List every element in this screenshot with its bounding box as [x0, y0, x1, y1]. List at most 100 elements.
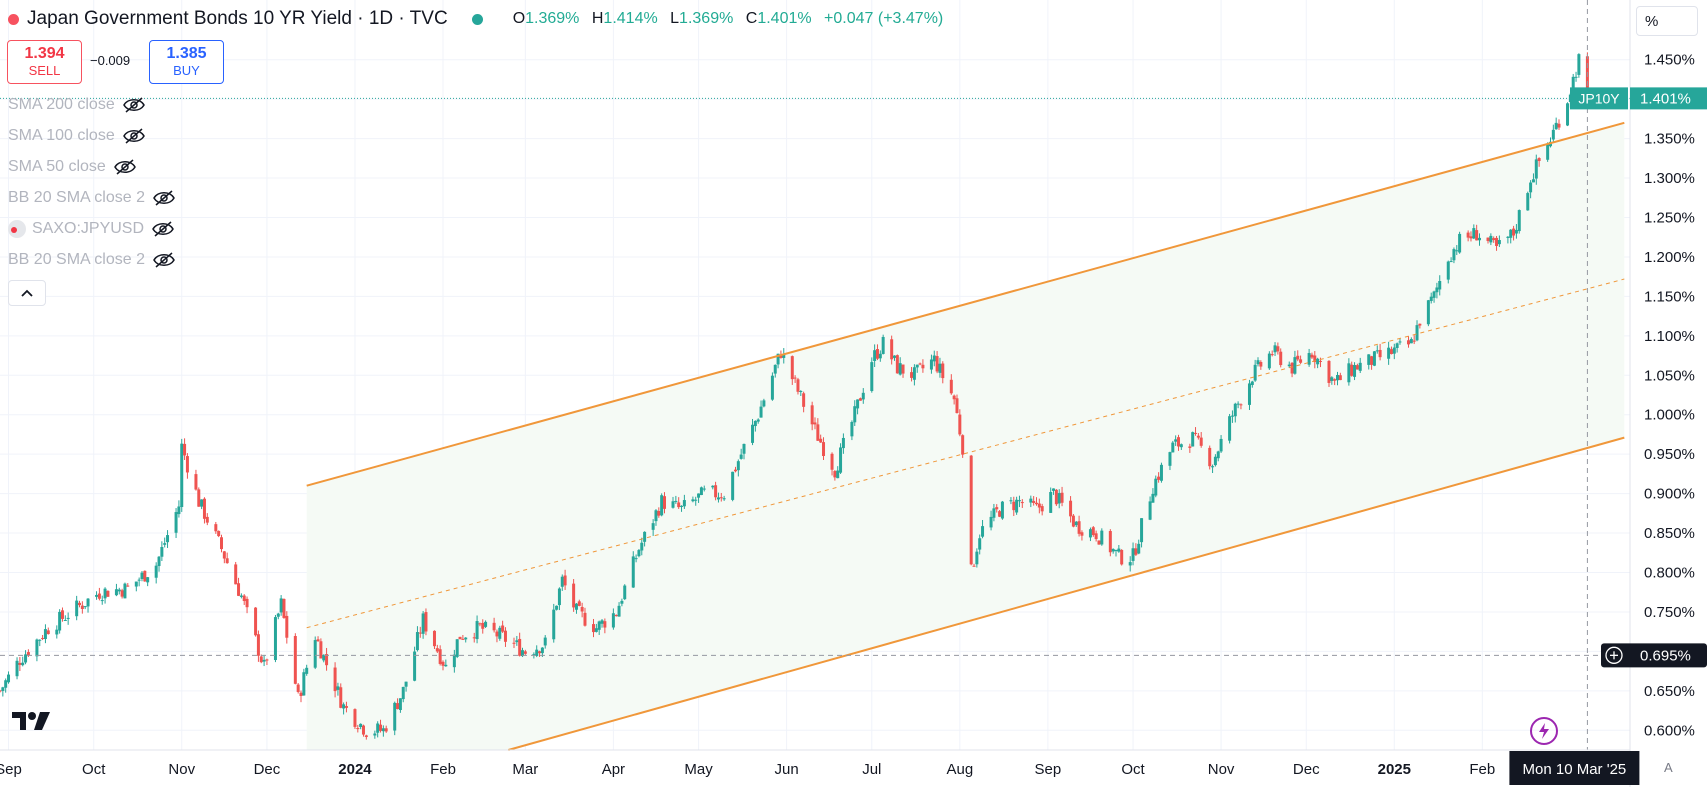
candle-body — [1355, 365, 1359, 370]
hidden-eye-icon[interactable] — [122, 127, 145, 145]
buy-button[interactable]: 1.385 BUY — [149, 40, 224, 84]
candle-body — [875, 349, 879, 359]
candle-body — [643, 531, 647, 542]
add-alert-icon[interactable] — [1605, 646, 1623, 664]
candle-body — [484, 621, 488, 627]
hidden-eye-icon[interactable] — [113, 158, 136, 176]
candle-body — [739, 454, 743, 459]
x-tick-label: Jun — [775, 761, 799, 778]
indicator-row[interactable]: BB 20 SMA close 2 — [8, 187, 175, 209]
candle-body — [929, 359, 933, 370]
y-tick-label: 0.600% — [1644, 722, 1695, 739]
candle-body — [478, 623, 482, 625]
candle-body — [43, 629, 47, 640]
candle-body — [810, 405, 814, 425]
candle-body — [742, 443, 746, 454]
sell-button[interactable]: 1.394 SELL — [7, 40, 82, 84]
candle-body — [796, 379, 800, 392]
candle-body — [381, 728, 385, 732]
candle-body — [733, 469, 737, 472]
candle-body — [1273, 345, 1277, 353]
y-tick-label: 1.300% — [1644, 170, 1695, 187]
y-tick-label: 1.000% — [1644, 407, 1695, 424]
candle-body — [716, 497, 720, 500]
y-tick-label: 1.050% — [1644, 367, 1695, 384]
candle-body — [325, 654, 329, 666]
candle-body — [637, 550, 641, 557]
indicator-row[interactable]: SAXO:JPYUSD — [8, 218, 174, 240]
indicator-row[interactable]: SMA 200 close — [8, 94, 145, 116]
chevron-up-icon — [21, 289, 33, 297]
candle-body — [1267, 353, 1271, 369]
candle-body — [424, 612, 428, 632]
candle-body — [981, 526, 985, 537]
candle-body — [219, 537, 223, 550]
candle-body — [560, 576, 564, 587]
symbol-title[interactable]: Japan Government Bonds 10 YR Yield · 1D … — [27, 8, 448, 29]
candle-body — [24, 654, 28, 663]
candle-body — [1489, 235, 1493, 243]
channel-middle-line[interactable] — [306, 278, 1625, 629]
candle-body — [21, 662, 25, 666]
sell-label: SELL — [28, 63, 61, 78]
channel-upper-line[interactable] — [306, 121, 1625, 487]
hidden-eye-icon[interactable] — [153, 189, 175, 207]
channel-lower-line[interactable] — [508, 436, 1625, 751]
candle-body — [1069, 500, 1073, 517]
indicator-row[interactable]: BB 20 SMA close 2 — [8, 249, 175, 271]
x-tick-label: Oct — [82, 761, 106, 778]
candle-body — [1455, 250, 1459, 252]
candle-body — [1452, 249, 1456, 261]
candle-body — [214, 524, 218, 532]
candle-body — [572, 583, 576, 608]
candle-body — [523, 651, 527, 654]
symbol-flag-icon — [8, 220, 26, 238]
candle-body — [958, 414, 962, 435]
percent-scale-button[interactable]: % — [1636, 6, 1698, 36]
indicator-row[interactable]: SMA 100 close — [8, 125, 145, 147]
candle-body — [100, 600, 104, 602]
hidden-eye-icon[interactable] — [152, 220, 174, 238]
candle-body — [364, 735, 368, 737]
candle-body — [597, 621, 601, 630]
candle-body — [296, 684, 300, 692]
candle-body — [518, 638, 522, 656]
indicator-label: BB 20 SMA close 2 — [8, 251, 145, 268]
flash-icon[interactable] — [1530, 717, 1558, 745]
candle-body — [910, 372, 914, 378]
candle-body — [455, 639, 459, 657]
candle-body — [640, 542, 644, 551]
candle-body — [1233, 403, 1237, 417]
candle-body — [1429, 296, 1433, 301]
hidden-eye-icon[interactable] — [153, 251, 175, 269]
collapse-legend-button[interactable] — [8, 280, 46, 306]
candle-body — [1176, 437, 1180, 447]
candle-body — [521, 650, 525, 657]
candle-body — [160, 547, 164, 557]
candle-body — [941, 363, 945, 379]
candle-body — [1574, 76, 1578, 78]
crosshair-price-label: 0.695% — [1640, 647, 1691, 664]
indicator-row[interactable]: SMA 50 close — [8, 156, 136, 178]
candle-body — [35, 639, 39, 657]
candle-body — [262, 659, 266, 662]
hidden-eye-icon[interactable] — [122, 96, 145, 114]
channel-fill — [306, 122, 1625, 751]
candle-body — [361, 725, 365, 735]
auto-scale-button[interactable]: A — [1664, 760, 1673, 775]
candle-body — [1407, 340, 1411, 345]
candle-body — [339, 687, 343, 708]
candle-body — [1307, 353, 1311, 365]
candle-body — [1250, 381, 1254, 386]
candle-body — [1117, 548, 1121, 552]
candle-body — [833, 471, 837, 478]
candle-body — [594, 628, 598, 632]
candle-body — [677, 502, 681, 508]
candle-body — [1497, 240, 1501, 245]
candle-body — [126, 585, 130, 587]
candle-body — [319, 641, 323, 659]
candle-body — [1259, 361, 1263, 367]
candle-body — [166, 535, 170, 543]
symbol-badge-label: JP10Y — [1578, 90, 1620, 106]
